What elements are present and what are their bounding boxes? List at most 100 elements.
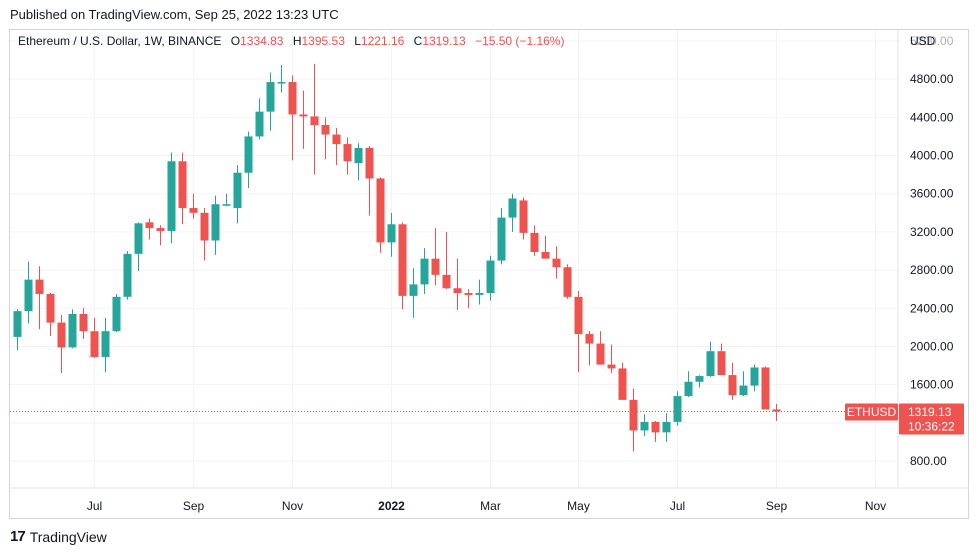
candle-body[interactable] xyxy=(233,172,242,209)
candle-body[interactable] xyxy=(541,251,550,259)
candle-body[interactable] xyxy=(310,116,319,125)
candle-body[interactable] xyxy=(673,396,682,422)
candle-body[interactable] xyxy=(640,421,649,431)
candle-body[interactable] xyxy=(79,314,88,332)
candle-body[interactable] xyxy=(761,367,770,410)
candle-body[interactable] xyxy=(629,399,638,431)
x-tick-label: May xyxy=(567,499,590,513)
candle-body[interactable] xyxy=(420,258,429,285)
candle-body[interactable] xyxy=(409,284,418,296)
candle-body[interactable] xyxy=(695,376,704,382)
candle-body[interactable] xyxy=(134,223,143,254)
candle-body[interactable] xyxy=(376,178,385,243)
candle-body[interactable] xyxy=(277,82,286,84)
candle-body[interactable] xyxy=(486,260,495,293)
legend-close-value: 1319.13 xyxy=(422,34,466,48)
candle-body[interactable] xyxy=(739,385,748,396)
candle-body[interactable] xyxy=(662,421,671,433)
y-tick-label: 2000.00 xyxy=(910,339,954,353)
candle-body[interactable] xyxy=(321,125,330,135)
candle-body[interactable] xyxy=(101,331,110,357)
candle-body[interactable] xyxy=(35,279,44,294)
x-tick-label: Jul xyxy=(87,499,102,513)
candle-body[interactable] xyxy=(46,293,55,323)
currency-label: USD xyxy=(910,34,936,48)
candle-body[interactable] xyxy=(750,367,759,386)
candle-body[interactable] xyxy=(574,296,583,335)
candle-body[interactable] xyxy=(585,334,594,344)
candle-body[interactable] xyxy=(57,322,66,348)
candle-body[interactable] xyxy=(222,204,231,206)
chart-legend: Ethereum / U.S. Dollar, 1W, BINANCE O133… xyxy=(18,34,564,48)
candle-body[interactable] xyxy=(189,208,198,213)
candle-body[interactable] xyxy=(123,253,132,297)
legend-low-value: 1221.16 xyxy=(360,34,405,48)
candle-body[interactable] xyxy=(387,224,396,243)
candle-body[interactable] xyxy=(497,217,506,261)
candle-body[interactable] xyxy=(13,311,22,337)
candle-body[interactable] xyxy=(266,82,275,112)
last-price-tag xyxy=(899,403,964,435)
candle-body[interactable] xyxy=(684,381,693,397)
candle-body[interactable] xyxy=(651,421,660,433)
candle-body[interactable] xyxy=(24,279,33,312)
y-tick-label: 5200.00 xyxy=(910,34,954,48)
candle-body[interactable] xyxy=(519,200,528,233)
candle-body[interactable] xyxy=(244,136,253,173)
candle-body[interactable] xyxy=(354,147,363,164)
y-tick-label: 1600.00 xyxy=(910,378,954,392)
candle-body[interactable] xyxy=(706,351,715,377)
candle-body[interactable] xyxy=(596,343,605,365)
published-caption: Published on TradingView.com, Sep 25, 20… xyxy=(10,7,339,22)
legend-high-value: 1395.53 xyxy=(301,34,345,48)
legend-close-label: C xyxy=(413,34,423,48)
candle-body[interactable] xyxy=(453,288,462,293)
y-tick-label: 3200.00 xyxy=(910,225,954,239)
candle-body[interactable] xyxy=(552,258,561,268)
y-tick-label: 2800.00 xyxy=(910,263,954,277)
candle-body[interactable] xyxy=(156,228,165,231)
candle-body[interactable] xyxy=(717,351,726,376)
candle-body[interactable] xyxy=(772,409,781,412)
x-tick-label: Sep xyxy=(766,499,788,513)
candle-body[interactable] xyxy=(607,364,616,369)
candle-body[interactable] xyxy=(563,267,572,297)
candle-body[interactable] xyxy=(178,161,187,209)
candle-body[interactable] xyxy=(145,222,154,229)
legend-low-label: L xyxy=(354,34,361,48)
candle-body[interactable] xyxy=(112,296,121,332)
candle-body[interactable] xyxy=(211,204,220,241)
candle-body[interactable] xyxy=(90,331,99,357)
footer-brand-text: TradingView xyxy=(29,528,107,545)
ticker-tag-label: ETHUSD xyxy=(847,405,897,419)
candle-body[interactable] xyxy=(618,368,627,400)
candle-body[interactable] xyxy=(288,82,297,115)
candle-body[interactable] xyxy=(508,198,517,218)
candle-body[interactable] xyxy=(431,258,440,275)
candle-body[interactable] xyxy=(475,293,484,295)
legend-open-label: O xyxy=(230,34,241,48)
candle-body[interactable] xyxy=(530,232,539,252)
candle-body[interactable] xyxy=(255,111,264,137)
candle-body[interactable] xyxy=(343,144,352,162)
y-tick-label: 800.00 xyxy=(910,454,947,468)
candle-body[interactable] xyxy=(365,147,374,179)
candle-body[interactable] xyxy=(68,314,77,348)
candle-body[interactable] xyxy=(299,114,308,117)
chart-frame xyxy=(9,29,969,519)
footer-brand[interactable]: 17 TradingView xyxy=(10,528,107,545)
candle-body[interactable] xyxy=(332,134,341,145)
candles xyxy=(13,63,781,452)
last-price-value: 1319.13 xyxy=(908,405,952,419)
candle-body[interactable] xyxy=(728,375,737,396)
legend-symbol[interactable]: Ethereum / U.S. Dollar, 1W, BINANCE xyxy=(18,34,222,48)
candle-body[interactable] xyxy=(167,161,176,231)
candle-body[interactable] xyxy=(464,293,473,295)
x-tick-label: Nov xyxy=(865,499,886,513)
x-tick-label: 2022 xyxy=(378,499,405,513)
y-tick-label: 2400.00 xyxy=(910,301,954,315)
candle-body[interactable] xyxy=(442,274,451,289)
candle-body[interactable] xyxy=(200,212,209,241)
candle-body[interactable] xyxy=(398,224,407,296)
